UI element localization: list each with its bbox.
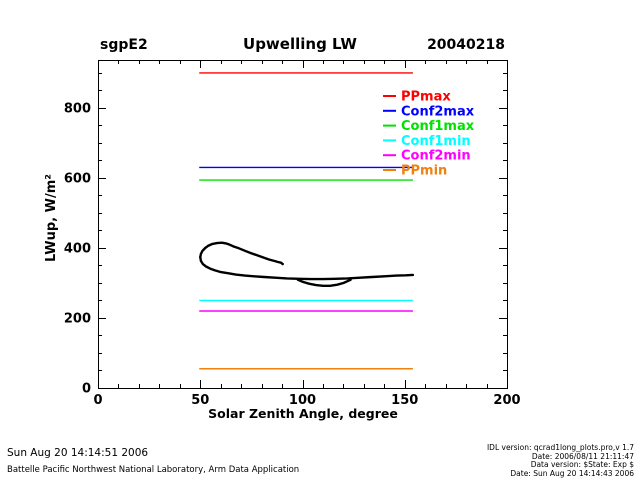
- legend-label-conf2min: Conf2min: [401, 149, 471, 164]
- x-tick-label: 0: [93, 393, 102, 408]
- legend-label-ppmin: PPmin: [401, 164, 447, 179]
- x-axis-label: Solar Zenith Angle, degree: [208, 406, 398, 421]
- x-tick-label: 50: [191, 393, 209, 408]
- idl-version-line: IDL version: qcrad1long_plots.pro,v 1.7: [486, 443, 634, 452]
- facility-label: sgpE2: [100, 37, 148, 53]
- y-tick-label: 400: [64, 241, 91, 256]
- y-axis-label: LWup, W/m²: [44, 174, 59, 262]
- legend-label-conf1max: Conf1max: [401, 119, 475, 134]
- upwelling-lw-afternoon-branch: [199, 241, 284, 266]
- y-tick-label: 600: [64, 171, 91, 186]
- generated-timestamp: Sun Aug 20 14:14:51 2006: [7, 447, 149, 459]
- legend-label-conf1min: Conf1min: [401, 134, 471, 149]
- organization-credit: Battelle Pacific Northwest National Labo…: [7, 465, 300, 475]
- y-tick-label: 200: [64, 311, 91, 326]
- legend-label-conf2max: Conf2max: [401, 104, 475, 119]
- x-tick-label: 150: [391, 393, 418, 408]
- code-date-line: Date: 2006/08/11 21:11:47: [531, 451, 634, 461]
- data-version-line: Data version: $State: Exp $: [530, 460, 634, 469]
- run-date-line: Date: Sun Aug 20 14:14:43 2006: [510, 468, 634, 478]
- upwelling-lw-dip-loop: [296, 278, 352, 287]
- legend-label-ppmax: PPmax: [401, 90, 451, 105]
- upwelling-lw-main-branch: [199, 255, 415, 281]
- version-info-block: IDL version: qcrad1long_plots.pro,v 1.7 …: [486, 443, 634, 478]
- y-tick-label: 0: [82, 382, 91, 397]
- x-tick-label: 200: [493, 393, 520, 408]
- plot-title: Upwelling LW: [243, 35, 357, 53]
- x-tick-label: 100: [289, 393, 316, 408]
- plot-date: 20040218: [427, 37, 505, 53]
- y-tick-label: 800: [64, 101, 91, 116]
